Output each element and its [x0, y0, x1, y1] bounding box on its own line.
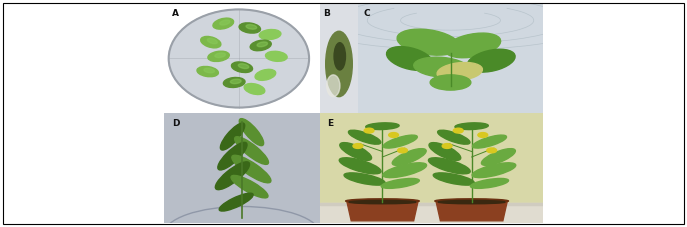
Ellipse shape	[213, 18, 234, 29]
Ellipse shape	[197, 67, 218, 77]
Ellipse shape	[215, 162, 249, 190]
Ellipse shape	[433, 173, 474, 185]
Ellipse shape	[435, 199, 508, 203]
Polygon shape	[347, 201, 418, 221]
Ellipse shape	[232, 155, 271, 183]
Ellipse shape	[238, 64, 249, 69]
Ellipse shape	[365, 123, 399, 130]
Ellipse shape	[326, 75, 340, 97]
Ellipse shape	[471, 178, 508, 188]
Ellipse shape	[437, 62, 482, 81]
Bar	[320, 203, 543, 205]
Ellipse shape	[231, 175, 268, 198]
Ellipse shape	[250, 40, 271, 51]
Circle shape	[353, 144, 363, 148]
Ellipse shape	[482, 149, 515, 165]
Ellipse shape	[207, 38, 217, 44]
Ellipse shape	[430, 75, 471, 90]
Ellipse shape	[438, 200, 505, 204]
Circle shape	[442, 144, 452, 148]
Ellipse shape	[339, 158, 381, 174]
Ellipse shape	[257, 42, 267, 47]
Ellipse shape	[221, 123, 245, 150]
Ellipse shape	[208, 51, 229, 62]
Ellipse shape	[239, 119, 264, 146]
Text: C: C	[363, 10, 370, 18]
Ellipse shape	[201, 37, 221, 48]
Ellipse shape	[340, 143, 372, 160]
Bar	[320, 113, 543, 207]
Ellipse shape	[251, 85, 261, 91]
Ellipse shape	[414, 57, 469, 77]
Ellipse shape	[230, 79, 241, 84]
Ellipse shape	[455, 123, 488, 130]
Ellipse shape	[239, 23, 260, 33]
Ellipse shape	[467, 49, 515, 72]
Circle shape	[389, 133, 398, 137]
Ellipse shape	[346, 199, 419, 203]
Ellipse shape	[397, 29, 460, 55]
Ellipse shape	[387, 47, 433, 70]
Ellipse shape	[429, 143, 461, 160]
Ellipse shape	[232, 62, 253, 72]
Circle shape	[478, 133, 488, 137]
Ellipse shape	[383, 163, 427, 178]
Ellipse shape	[392, 149, 426, 165]
Ellipse shape	[244, 84, 264, 94]
Text: A: A	[172, 10, 179, 18]
Ellipse shape	[348, 130, 381, 144]
Ellipse shape	[267, 31, 277, 36]
Ellipse shape	[344, 173, 385, 185]
Ellipse shape	[383, 135, 417, 148]
Ellipse shape	[381, 178, 419, 188]
Circle shape	[398, 148, 407, 153]
Ellipse shape	[262, 71, 272, 76]
Polygon shape	[436, 201, 507, 221]
Ellipse shape	[219, 193, 254, 211]
Ellipse shape	[259, 30, 281, 39]
Ellipse shape	[349, 200, 416, 204]
Ellipse shape	[169, 10, 309, 108]
Text: E: E	[327, 118, 333, 128]
Ellipse shape	[473, 135, 506, 148]
Ellipse shape	[223, 77, 245, 87]
Ellipse shape	[429, 158, 470, 174]
Text: B: B	[323, 10, 330, 18]
Ellipse shape	[255, 69, 275, 80]
Ellipse shape	[235, 137, 269, 164]
Ellipse shape	[444, 33, 501, 58]
Circle shape	[364, 128, 374, 133]
Ellipse shape	[220, 20, 230, 25]
Ellipse shape	[265, 51, 287, 61]
Text: D: D	[172, 118, 179, 128]
Ellipse shape	[215, 53, 225, 58]
Ellipse shape	[204, 68, 214, 73]
Circle shape	[453, 128, 463, 133]
Ellipse shape	[246, 25, 257, 29]
Ellipse shape	[334, 43, 346, 70]
Ellipse shape	[273, 53, 283, 57]
Ellipse shape	[438, 130, 470, 144]
Ellipse shape	[218, 142, 247, 170]
Circle shape	[487, 148, 497, 153]
Ellipse shape	[472, 163, 516, 178]
Bar	[320, 203, 543, 223]
Ellipse shape	[326, 31, 352, 97]
